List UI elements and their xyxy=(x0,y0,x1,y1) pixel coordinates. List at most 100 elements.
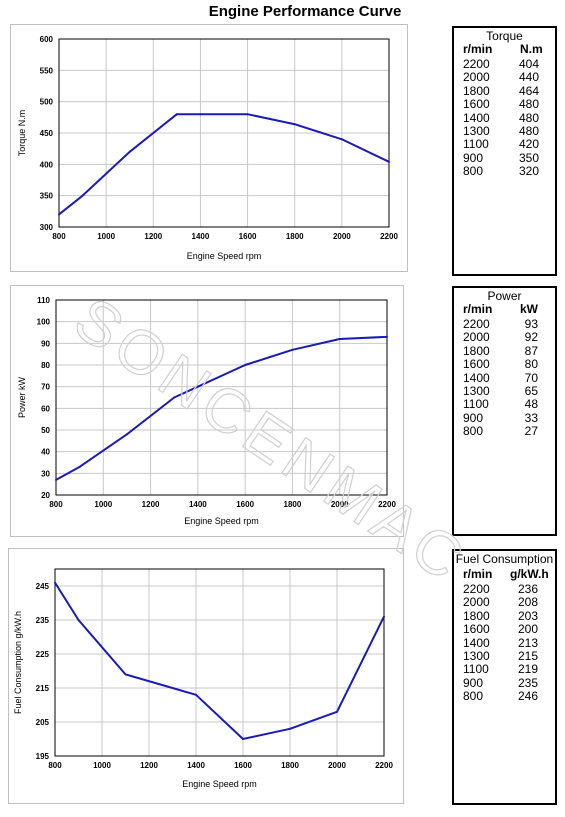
x-tick-label: 1000 xyxy=(93,761,111,770)
table-row: 2200 236 xyxy=(454,582,555,596)
data-point xyxy=(125,433,128,436)
rpm-cell: 2200 xyxy=(463,582,490,596)
x-tick-label: 1600 xyxy=(234,761,252,770)
table-body: 2200 404 2000 440 1800 464 1600 480 1400 480 1300 4… xyxy=(454,57,555,179)
y-tick-label: 350 xyxy=(40,192,54,201)
table-row: 1800 203 xyxy=(454,608,555,623)
fuel-consumption-table: Fuel Consumption r/min g/kW.h 2200 236 2000 20… xyxy=(452,549,557,805)
data-point xyxy=(386,335,388,338)
table-row: 1800 464 xyxy=(454,83,555,98)
torque-chart: 800 1000 1200 1400 1600 1800 2000 2200 300 350 400… xyxy=(17,35,398,261)
x-tick-label: 1600 xyxy=(236,500,254,509)
y-tick-label: 110 xyxy=(37,296,50,305)
x-axis-label: Engine Speed rpm xyxy=(184,516,259,526)
table-row: 1300 480 xyxy=(454,123,555,138)
series-line xyxy=(54,582,385,740)
data-point xyxy=(340,138,343,141)
value-cell: 219 xyxy=(517,662,538,677)
x-tick-label: 1800 xyxy=(286,232,304,241)
rpm-cell: 2200 xyxy=(463,317,490,331)
data-point xyxy=(77,619,80,621)
x-tick-label: 2200 xyxy=(378,500,396,509)
rpm-cell: 2000 xyxy=(463,330,490,345)
data-point xyxy=(173,396,176,399)
rpm-cell: 1100 xyxy=(463,662,489,677)
table-row: 1100 219 xyxy=(454,662,555,677)
rpm-cell: 1400 xyxy=(463,110,490,125)
value-cell: 87 xyxy=(524,343,538,358)
value-cell: 92 xyxy=(524,330,538,345)
x-tick-label: 2000 xyxy=(328,761,346,770)
value-cell: 464 xyxy=(518,83,539,98)
x-tick-label: 2000 xyxy=(333,232,351,241)
x-tick-label: 2200 xyxy=(375,761,393,770)
value-cell: 208 xyxy=(517,595,538,610)
value-cell: 404 xyxy=(518,57,539,71)
value-cell: 480 xyxy=(518,110,539,125)
page-title: Engine Performance Curve xyxy=(208,3,402,20)
column-header-value: N.m xyxy=(520,42,543,56)
torque-chart-panel: 800 1000 1200 1400 1600 1800 2000 2200 300 350 400… xyxy=(10,24,408,272)
value-cell: 350 xyxy=(518,150,539,165)
x-tick-label: 1600 xyxy=(239,232,257,241)
table-row: 900 235 xyxy=(454,676,555,690)
data-point xyxy=(199,113,202,116)
data-point xyxy=(81,194,84,197)
fuel-chart-panel: 800 1000 1200 1400 1600 1800 2000 2200 195 205 215… xyxy=(8,548,404,804)
x-tick-label: 1400 xyxy=(189,500,207,509)
column-header-rpm: r/min xyxy=(463,567,493,581)
x-axis-label: Engine Speed rpm xyxy=(187,251,262,261)
x-tick-label: 1000 xyxy=(97,232,115,241)
y-tick-label: 60 xyxy=(41,404,50,413)
y-tick-label: 205 xyxy=(36,718,50,727)
y-axis-label: Power kW xyxy=(17,376,27,418)
power-chart: 800 1000 1200 1400 1600 1800 2000 2200 20 30 40 50 6… xyxy=(17,296,396,526)
table-row: 1100 420 xyxy=(454,137,555,152)
rpm-cell: 1800 xyxy=(463,83,490,98)
y-tick-label: 70 xyxy=(41,383,50,392)
x-tick-label: 800 xyxy=(49,500,63,509)
y-tick-label: 300 xyxy=(40,223,54,232)
x-tick-label: 2000 xyxy=(331,500,349,509)
rpm-cell: 1600 xyxy=(463,97,490,112)
y-axis-label: Torque N.m xyxy=(17,110,27,157)
y-tick-label: 235 xyxy=(36,616,50,625)
value-cell: 215 xyxy=(517,648,538,663)
fuel-consumption-chart: 800 1000 1200 1400 1600 1800 2000 2200 195 205 215… xyxy=(13,568,393,789)
data-point xyxy=(196,385,199,388)
table-title: Power xyxy=(487,289,522,303)
torque-table: Torque r/min N.m 2200 404 2000 440 1800 464 1600 4… xyxy=(452,26,557,276)
value-cell: 203 xyxy=(517,608,538,623)
rpm-cell: 1100 xyxy=(463,137,489,152)
data-point xyxy=(388,160,390,163)
rpm-cell: 1300 xyxy=(463,123,490,138)
rpm-cell: 800 xyxy=(463,164,484,179)
value-cell: 213 xyxy=(517,635,538,650)
rpm-cell: 2000 xyxy=(463,70,490,85)
rpm-cell: 1100 xyxy=(463,397,489,412)
power-chart-panel: 800 1000 1200 1400 1600 1800 2000 2200 20 30 40 50 6… xyxy=(10,285,404,537)
rpm-cell: 1400 xyxy=(463,635,490,650)
table-row: 1400 480 xyxy=(454,110,555,125)
table-row: 800 246 xyxy=(454,689,555,704)
column-header-rpm: r/min xyxy=(463,302,493,316)
rpm-cell: 800 xyxy=(463,424,484,439)
column-header-rpm: r/min xyxy=(463,42,493,56)
x-tick-label: 1200 xyxy=(140,761,158,770)
value-cell: 200 xyxy=(517,622,538,637)
table-row: 2200 404 xyxy=(454,57,555,71)
rpm-cell: 1800 xyxy=(463,343,490,358)
table-row: 900 33 xyxy=(454,411,555,425)
y-tick-label: 100 xyxy=(37,318,51,327)
value-cell: 480 xyxy=(518,123,539,138)
value-cell: 246 xyxy=(517,689,538,704)
x-axis-label: Engine Speed rpm xyxy=(182,779,257,789)
x-tick-label: 800 xyxy=(48,761,62,770)
data-point xyxy=(246,113,249,116)
y-tick-label: 450 xyxy=(40,129,54,138)
y-tick-label: 225 xyxy=(36,650,50,659)
data-point xyxy=(78,465,81,468)
y-tick-label: 215 xyxy=(36,684,50,693)
table-row: 1600 200 xyxy=(454,622,555,637)
value-cell: 70 xyxy=(524,370,538,385)
